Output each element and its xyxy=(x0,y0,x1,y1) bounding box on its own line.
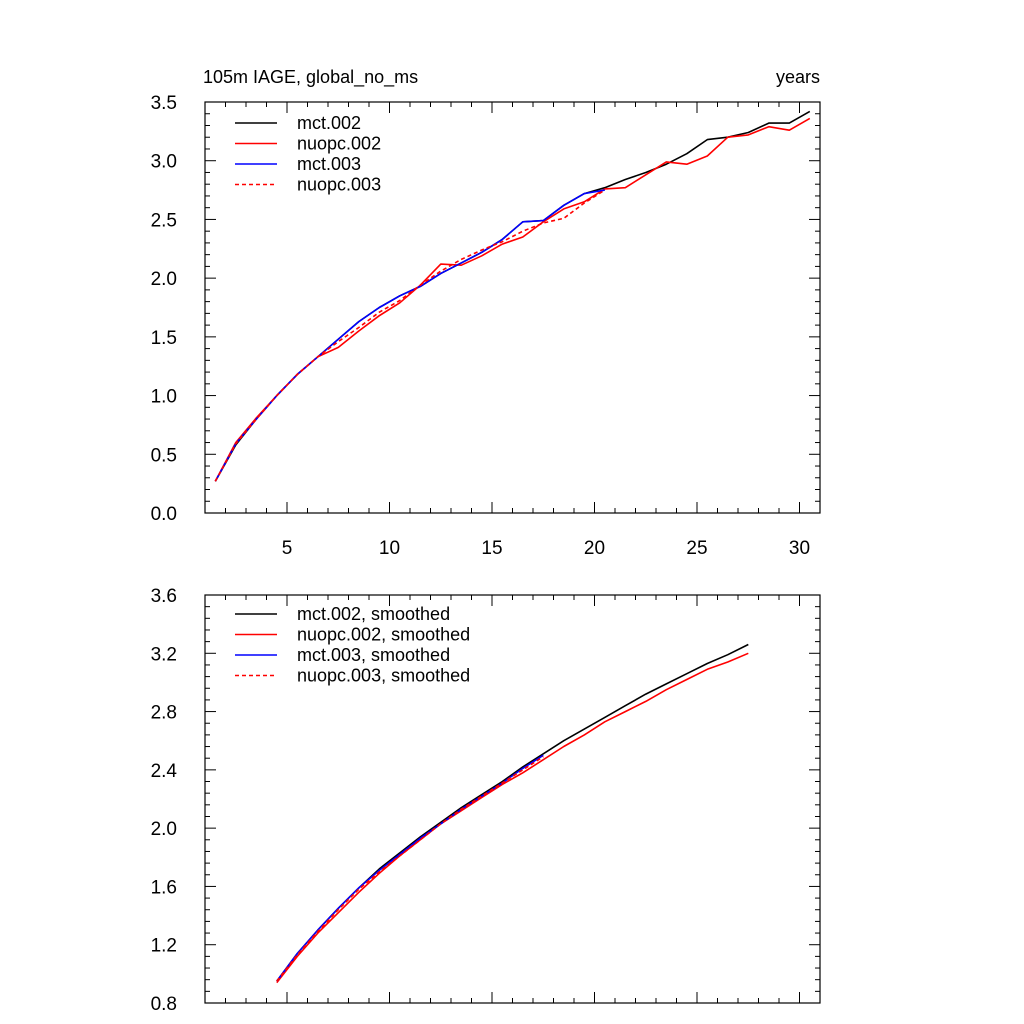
top-panel: 5 10 15 20 25 30 0.0 0.5 1.0 1.5 2.0 2.5 3.0 3.5 105m … xyxy=(151,67,821,559)
chart-title-right: years xyxy=(776,67,820,87)
legend-label: nuopc.002 xyxy=(297,134,381,154)
legend-label: mct.002, smoothed xyxy=(297,604,450,624)
y-tick-label: 3.5 xyxy=(151,93,177,114)
y-tick-label: 1.2 xyxy=(151,936,177,957)
x-tick-label: 30 xyxy=(789,538,810,559)
legend-label: mct.003, smoothed xyxy=(297,645,450,665)
chart-title-left: 105m IAGE, global_no_ms xyxy=(203,67,418,88)
legend-label: mct.003 xyxy=(297,154,361,174)
series-line-mct-002-smoothed xyxy=(276,643,749,982)
x-tick-label: 10 xyxy=(379,538,400,559)
y-tick-label: 3.2 xyxy=(151,644,177,665)
series-line-mct-003-smoothed xyxy=(276,754,544,982)
y-tick-label: 1.6 xyxy=(151,877,177,898)
y-tick-label: 0.5 xyxy=(151,445,177,466)
legend-label: nuopc.003 xyxy=(297,175,381,195)
bottom-panel: 0.8 1.2 1.6 2.0 2.4 2.8 3.2 3.6 mct.002, smoothe… xyxy=(151,586,821,1015)
y-tick-label: 2.5 xyxy=(151,210,177,231)
series-line-mct-003 xyxy=(214,189,605,482)
legend-label: nuopc.003, smoothed xyxy=(297,666,470,686)
series-line-nuopc-002-smoothed xyxy=(276,652,749,984)
y-tick-label: 1.5 xyxy=(151,328,177,349)
legend-label: mct.002 xyxy=(297,113,361,133)
y-tick-label: 2.8 xyxy=(151,703,177,724)
series-line-nuopc-003 xyxy=(214,189,606,482)
x-tick-label: 5 xyxy=(282,538,293,559)
x-tick-label: 20 xyxy=(584,538,605,559)
legend-label: nuopc.002, smoothed xyxy=(297,625,470,645)
y-tick-label: 0.8 xyxy=(151,994,177,1015)
x-tick-label: 25 xyxy=(686,538,707,559)
y-tick-label: 2.0 xyxy=(151,269,177,290)
x-tick-label: 15 xyxy=(481,538,502,559)
y-tick-label: 1.0 xyxy=(151,387,177,408)
series-line-nuopc-003-smoothed xyxy=(276,756,544,982)
y-tick-label: 3.0 xyxy=(151,152,177,173)
y-tick-label: 3.6 xyxy=(151,586,177,607)
y-tick-label: 2.4 xyxy=(151,761,178,782)
y-tick-label: 2.0 xyxy=(151,819,177,840)
y-tick-label: 0.0 xyxy=(151,504,177,525)
